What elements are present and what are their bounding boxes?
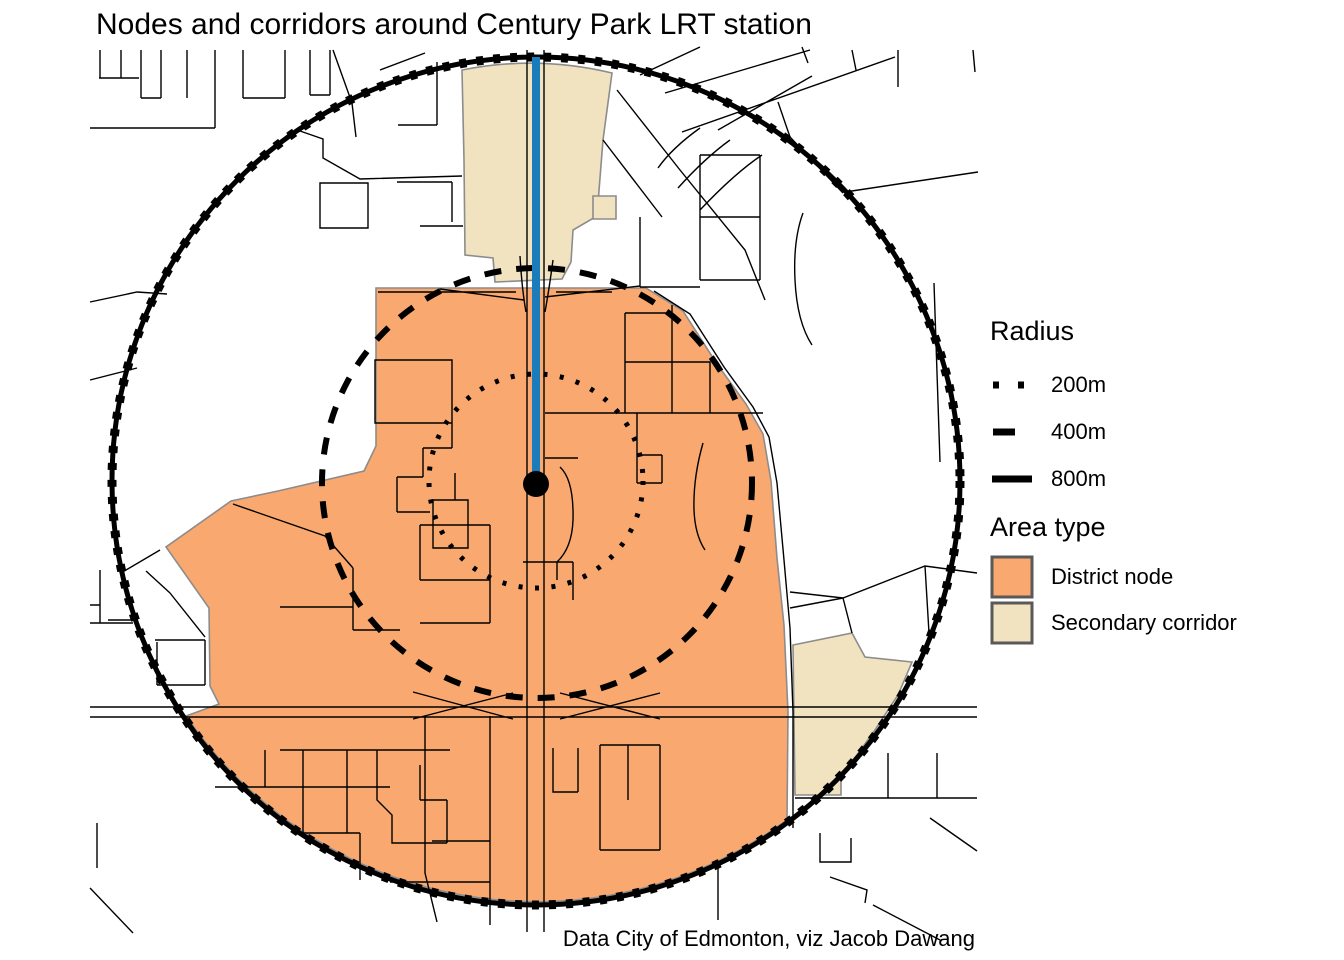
legend-label-district-node: District node bbox=[1051, 564, 1174, 589]
lrt-station-marker bbox=[523, 471, 549, 497]
solid-line-key-icon bbox=[990, 473, 1034, 485]
radius-800m-ring-texture bbox=[107, 52, 965, 910]
legend-item-400m: 400m bbox=[990, 419, 1320, 445]
legend-item-800m: 800m bbox=[990, 466, 1320, 492]
radius-200m-ring bbox=[426, 371, 646, 591]
legend-label-800m: 800m bbox=[1051, 466, 1107, 491]
roads-northwest bbox=[89, 49, 426, 381]
legend-item-200m: 200m bbox=[990, 372, 1320, 398]
page-title: Nodes and corridors around Century Park … bbox=[96, 8, 812, 41]
roads-south bbox=[90, 691, 977, 925]
dashed-line-key-icon bbox=[990, 426, 1034, 438]
legend-area-type-title: Area type bbox=[990, 512, 1106, 542]
road-network bbox=[89, 46, 979, 941]
secondary-corridor-area-small bbox=[592, 195, 617, 220]
district-node-swatch-icon bbox=[990, 555, 1034, 599]
legend-area-type: Area type District node Secondary corrid… bbox=[990, 512, 1320, 647]
legend-label-200m: 200m bbox=[1051, 372, 1107, 397]
caption: Data City of Edmonton, viz Jacob Dawang bbox=[562, 926, 975, 951]
legend-radius: Radius 200m 400m 800m bbox=[990, 316, 1320, 513]
roads-northwest-inner bbox=[299, 62, 463, 229]
legend-label-secondary-corridor: Secondary corridor bbox=[1051, 610, 1237, 635]
secondary-corridor-area-southeast bbox=[792, 632, 914, 796]
legend-item-district-node: District node bbox=[990, 555, 1320, 599]
roads-northeast bbox=[602, 46, 979, 463]
district-node-area bbox=[164, 287, 789, 903]
secondary-corridor-swatch-icon bbox=[990, 601, 1034, 645]
dotted-line-key-icon bbox=[990, 379, 1034, 391]
radius-400m-ring bbox=[319, 265, 755, 701]
legend-item-secondary-corridor: Secondary corridor bbox=[990, 601, 1320, 645]
legend-radius-title: Radius bbox=[990, 316, 1075, 346]
legend-label-400m: 400m bbox=[1051, 419, 1107, 444]
roads-east bbox=[653, 290, 978, 941]
